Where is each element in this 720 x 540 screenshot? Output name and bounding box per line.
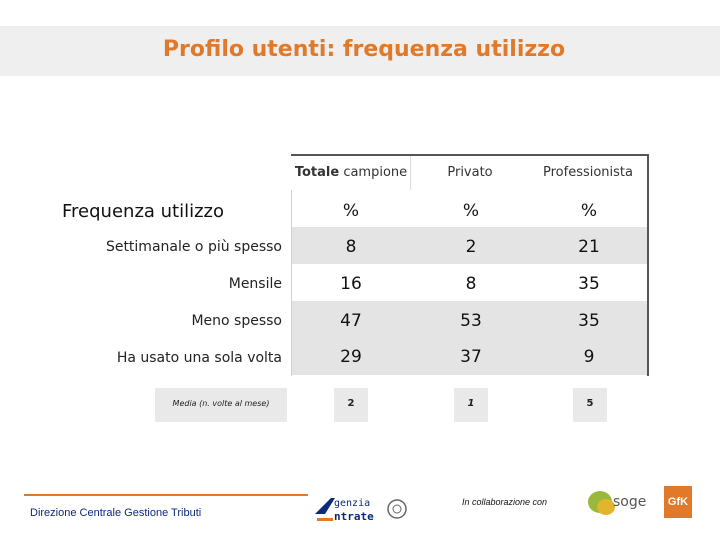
table-cell-professional: 21	[578, 237, 600, 257]
table-cell-professional: 35	[578, 311, 600, 331]
sogei-logo: soge	[588, 491, 646, 515]
table-right-border	[647, 154, 649, 376]
gfk-text: GfK	[667, 496, 689, 508]
media-total-value: 2	[347, 398, 355, 409]
table-top-border	[291, 154, 649, 156]
agenzia-entrate-logo: genzia ntrate	[315, 498, 407, 523]
row-label: Settimanale o più spesso	[105, 239, 282, 255]
table-cell-total: 47	[340, 311, 362, 331]
media-label-box	[155, 388, 287, 422]
media-label: Media (n. volte al mese)	[172, 399, 270, 408]
table-cell-private: 2	[465, 237, 477, 257]
media-private-box	[454, 388, 488, 422]
table-cell-private: 8	[465, 274, 477, 294]
table-cell-private: 53	[460, 311, 482, 331]
footer-department: Direzione Centrale Gestione Tributi	[30, 507, 202, 519]
sogei-text: soge	[613, 494, 646, 510]
media-total-box	[334, 388, 368, 422]
table-row-band	[291, 190, 649, 227]
table-cell-professional: 35	[578, 274, 600, 294]
table-row-band	[291, 227, 649, 264]
media-professional-box	[573, 388, 607, 422]
section-label: Frequenza utilizzo	[62, 201, 225, 222]
column-header-total: Totale campione	[291, 158, 411, 190]
gfk-logo: GfK	[664, 486, 692, 518]
table-row-band	[291, 301, 649, 338]
column-header-total-bold: Totale	[294, 165, 340, 180]
table-row-band	[291, 338, 649, 375]
column-header-total-rest: campione	[339, 165, 408, 180]
row-label: Meno spesso	[191, 313, 282, 329]
table-cell-professional: 9	[583, 347, 595, 367]
collaboration-text: In collaborazione con	[462, 497, 548, 507]
title-band	[0, 26, 720, 76]
row-label: Ha usato una sola volta	[116, 350, 282, 366]
media-professional-value: 5	[586, 398, 594, 409]
table-cell-total: 29	[340, 347, 362, 367]
table-row-band	[291, 264, 649, 301]
table-left-border	[291, 190, 292, 376]
table-cell-professional: %	[580, 201, 598, 221]
agenzia-top-text: genzia	[334, 498, 370, 509]
total-column-header-bg	[291, 156, 411, 190]
media-private-value: 1	[467, 398, 475, 409]
column-header-professional: Professionista	[543, 165, 633, 180]
table-cell-total: 16	[340, 274, 362, 294]
column-header-private: Privato	[447, 165, 493, 180]
page-title: Profilo utenti: frequenza utilizzo	[162, 37, 566, 62]
table-cell-private: %	[462, 201, 480, 221]
agenzia-bottom-text: ntrate	[334, 510, 374, 523]
table-cell-private: 37	[460, 347, 482, 367]
row-label: Mensile	[228, 276, 282, 292]
footer-divider	[24, 494, 308, 496]
table-cell-total: 8	[345, 237, 357, 257]
table-cell-total: %	[342, 201, 360, 221]
